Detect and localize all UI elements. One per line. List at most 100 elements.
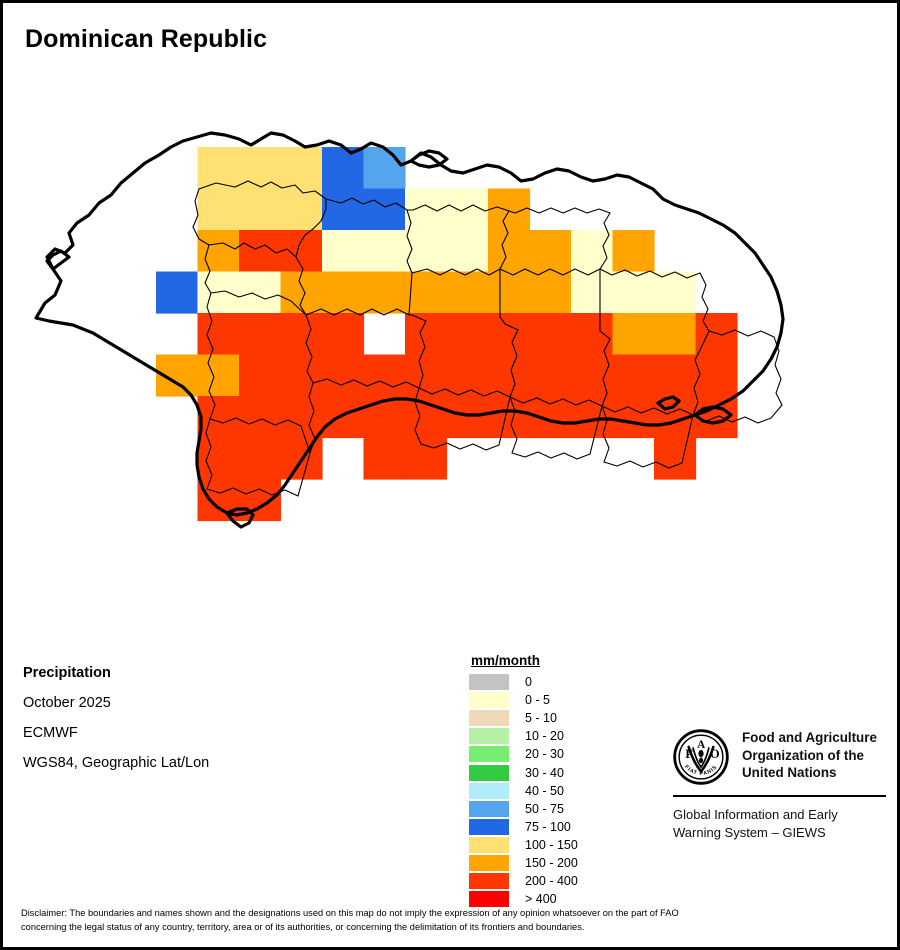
legend-title: mm/month: [471, 653, 540, 668]
legend-swatch: [469, 692, 509, 709]
legend-row: 150 - 200: [469, 854, 578, 872]
metadata-projection: WGS84, Geographic Lat/Lon: [23, 755, 210, 771]
precipitation-cell: [239, 188, 282, 231]
precipitation-cell: [322, 354, 365, 397]
precipitation-cell: [280, 230, 323, 273]
legend-swatch: [469, 836, 509, 853]
precipitation-cell: [488, 230, 531, 273]
precipitation-cell: [363, 147, 406, 190]
legend-label: 5 - 10: [525, 711, 557, 726]
legend-swatch: [469, 710, 509, 727]
precipitation-cell: [405, 230, 448, 273]
precipitation-cell: [488, 354, 531, 397]
precipitation-cell: [488, 313, 531, 356]
legend-label: 200 - 400: [525, 874, 578, 889]
legend-label: > 400: [525, 892, 557, 907]
legend-label: 0 - 5: [525, 693, 551, 708]
legend-row: 100 - 150: [469, 836, 578, 854]
legend-swatch: [469, 674, 509, 691]
precipitation-cell: [280, 354, 323, 397]
precipitation-cell: [322, 147, 365, 190]
precipitation-cell: [280, 147, 323, 190]
precipitation-cell: [197, 147, 240, 190]
precipitation-cell: [446, 354, 489, 397]
legend-label: 20 - 30: [525, 747, 564, 762]
precipitation-cell: [197, 188, 240, 231]
precipitation-cell: [571, 230, 614, 273]
precipitation-cell: [239, 354, 282, 397]
fao-organisation-name: Food and Agriculture Organization of the…: [742, 729, 877, 782]
precipitation-map[interactable]: [3, 103, 897, 573]
legend-swatch: [469, 818, 509, 835]
precipitation-cell: [695, 354, 738, 397]
legend-swatch: [469, 800, 509, 817]
precipitation-cell: [446, 396, 489, 439]
legend-swatch: [469, 746, 509, 763]
legend-row: 200 - 400: [469, 872, 578, 890]
svg-text:A: A: [697, 739, 705, 751]
precipitation-cell: [239, 313, 282, 356]
precipitation-cell: [571, 313, 614, 356]
legend-swatch: [469, 891, 509, 908]
legend-row: 10 - 20: [469, 727, 578, 745]
legend-label: 30 - 40: [525, 765, 564, 780]
precipitation-cell: [239, 437, 282, 480]
precipitation-cell: [197, 354, 240, 397]
precipitation-cell: [363, 271, 406, 314]
metadata-variable: Precipitation: [23, 665, 111, 681]
legend-swatch: [469, 873, 509, 890]
metadata-source: ECMWF: [23, 725, 78, 741]
giews-line-1: Global Information and Early: [673, 807, 838, 822]
precipitation-cell: [363, 396, 406, 439]
precipitation-cell: [322, 396, 365, 439]
fao-branding: F A O FIAT PANIS Food and Agriculture Or…: [673, 729, 888, 842]
disclaimer-line-1: Disclaimer: The boundaries and names sho…: [21, 908, 679, 918]
precipitation-cell: [239, 230, 282, 273]
legend-label: 100 - 150: [525, 837, 578, 852]
legend-swatch: [469, 728, 509, 745]
precipitation-cell: [695, 313, 738, 356]
precipitation-cell: [654, 437, 697, 480]
legend-row: 0 - 5: [469, 691, 578, 709]
precipitation-cell: [571, 271, 614, 314]
precipitation-cell: [156, 271, 199, 314]
fao-logo-icon: F A O FIAT PANIS: [673, 729, 729, 785]
precipitation-cell: [488, 271, 531, 314]
precipitation-cell: [280, 313, 323, 356]
legend-label: 0: [525, 675, 532, 690]
precipitation-cell: [529, 354, 572, 397]
precipitation-cell: [612, 271, 655, 314]
precipitation-cell: [280, 396, 323, 439]
fao-name-line-2: Organization of the: [742, 747, 864, 763]
svg-text:F: F: [685, 747, 693, 761]
precipitation-cell: [322, 313, 365, 356]
precipitation-cell: [280, 188, 323, 231]
svg-text:O: O: [710, 747, 720, 761]
legend-row: 40 - 50: [469, 782, 578, 800]
map-svg: [34, 131, 785, 529]
precipitation-cell: [197, 271, 240, 314]
precipitation-cell: [529, 230, 572, 273]
precipitation-cell: [363, 437, 406, 480]
giews-line-2: Warning System – GIEWS: [673, 825, 826, 840]
precipitation-cell: [239, 396, 282, 439]
legend-row: 5 - 10: [469, 709, 578, 727]
legend-row: 20 - 30: [469, 745, 578, 763]
legend-label: 40 - 50: [525, 783, 564, 798]
legend-label: 10 - 20: [525, 729, 564, 744]
disclaimer-line-2: concerning the legal status of any count…: [21, 921, 585, 932]
legend-row: 75 - 100: [469, 818, 578, 836]
precipitation-cell: [363, 188, 406, 231]
legend-row: > 400: [469, 890, 578, 908]
precipitation-cell: [612, 396, 655, 439]
precipitation-cell: [322, 271, 365, 314]
fao-name-line-3: United Nations: [742, 765, 837, 780]
precipitation-cell: [612, 230, 655, 273]
legend-label: 75 - 100: [525, 819, 571, 834]
legend-label: 50 - 75: [525, 801, 564, 816]
national-boundary: [34, 131, 785, 529]
precipitation-cell: [654, 271, 697, 314]
legend-label: 150 - 200: [525, 855, 578, 870]
precipitation-cell: [197, 396, 240, 439]
